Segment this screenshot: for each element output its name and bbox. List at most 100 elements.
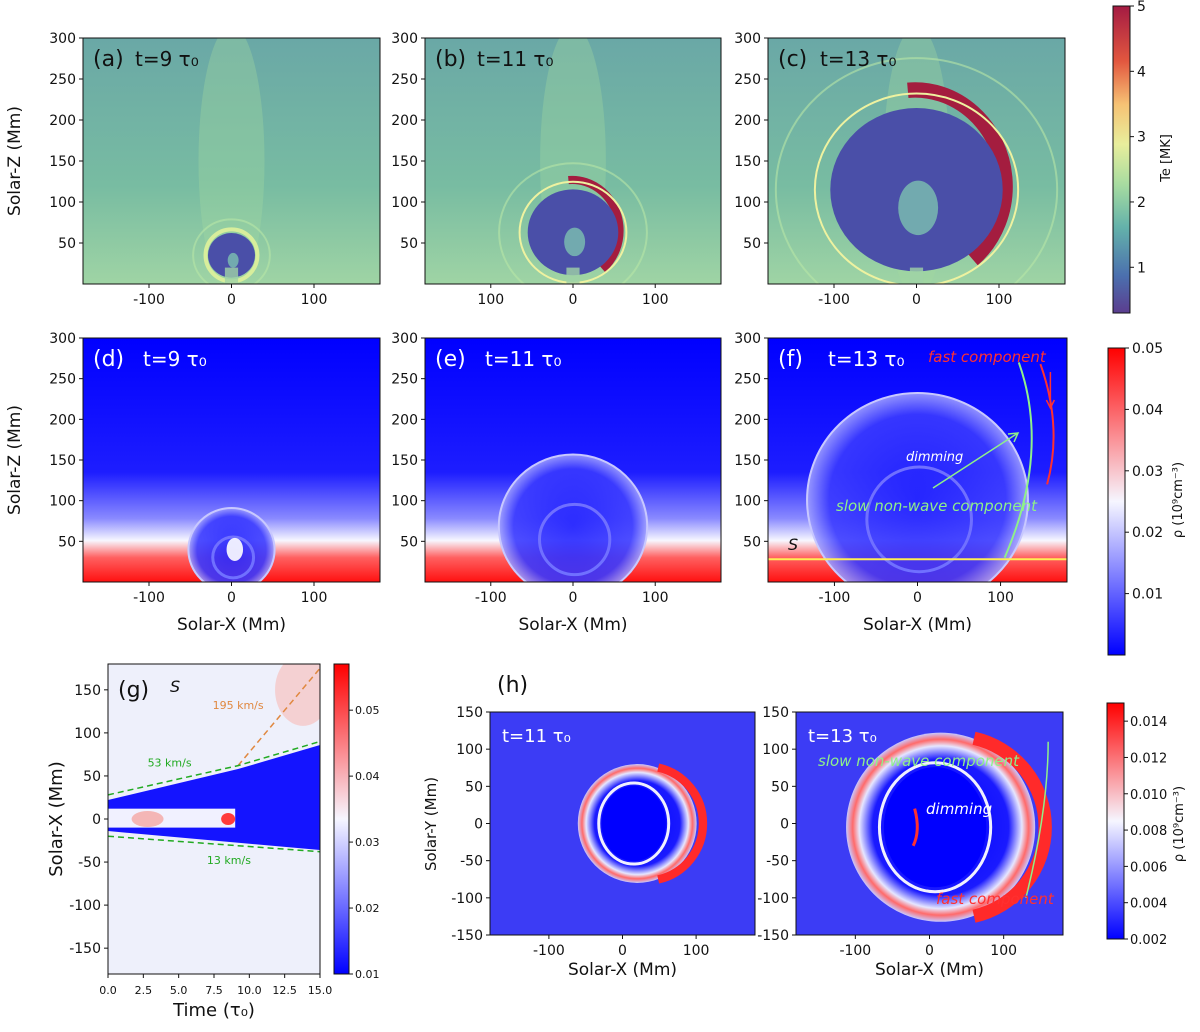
- te-colorbar: [1112, 5, 1131, 314]
- y-tick-label: -100: [451, 891, 483, 907]
- slow-arrowhead: [1007, 432, 1020, 443]
- y-tick-label: 50: [743, 236, 761, 252]
- cb-tick-label: 0.006: [1130, 860, 1167, 875]
- rho-colorbar: [1107, 347, 1126, 656]
- cb-tick-label: 4: [1137, 64, 1146, 80]
- dimming-core: [601, 785, 666, 862]
- cb-tick-label: 3: [1137, 130, 1146, 146]
- panel-time: t=9 τ₀: [143, 347, 207, 371]
- y-tick-label: -150: [451, 928, 483, 944]
- annotation-slow: slow non-wave component: [818, 752, 1020, 770]
- y-tick-label: 150: [762, 705, 789, 721]
- panel-label: (d): [93, 347, 124, 372]
- y-tick-label: 100: [391, 494, 418, 510]
- cb-tick-label: 0.03: [1132, 464, 1163, 480]
- bubble-front: [497, 453, 649, 582]
- hot-shell-edge: [813, 92, 1020, 284]
- y-tick-label: 200: [734, 113, 761, 129]
- core-filament: [911, 808, 919, 847]
- x-tick-label: 0: [618, 943, 627, 959]
- y-tick-label: 250: [391, 72, 418, 88]
- x-axis-label: Solar-X (Mm): [863, 615, 972, 635]
- panel-label: (c): [778, 47, 807, 72]
- panel-label: (a): [93, 47, 124, 72]
- slice-label: S: [170, 677, 180, 696]
- y-tick-label: 300: [391, 331, 418, 347]
- x-tick-label: 0: [912, 292, 921, 308]
- y-tick-label: 100: [49, 195, 76, 211]
- cavity-core: [564, 227, 586, 257]
- heatmap-clip: [83, 338, 380, 582]
- annotation-dimming: dimming: [906, 450, 963, 465]
- heatmap-clip: [490, 712, 755, 935]
- core-hot: [221, 813, 236, 825]
- y-tick-label: 100: [456, 742, 483, 758]
- y-tick-label: 100: [49, 494, 76, 510]
- cb-tick-label: 0.05: [355, 704, 380, 717]
- panel-label: (h): [497, 673, 528, 698]
- heatmap-clip: [425, 338, 721, 582]
- y-axis-label: Solar-Z (Mm): [5, 106, 25, 216]
- y-tick-label: -50: [460, 854, 483, 870]
- x-tick-label: 0: [569, 292, 578, 308]
- y-tick-label: 150: [391, 453, 418, 469]
- cb-tick-label: 0.02: [1132, 525, 1163, 541]
- x-tick-label: 10.0: [237, 984, 262, 997]
- heatmap-clip: [768, 38, 1065, 284]
- x-tick-label: -100: [133, 292, 165, 308]
- y-tick-label: 150: [734, 453, 761, 469]
- panel-time: t=13 τ₀: [820, 47, 896, 71]
- y-tick-label: 200: [49, 113, 76, 129]
- x-tick-label: 0: [569, 590, 578, 606]
- panel-label: (f): [778, 347, 803, 372]
- x-tick-label: 5.0: [170, 984, 188, 997]
- x-tick-label: 100: [642, 590, 669, 606]
- y-tick-label: 100: [734, 494, 761, 510]
- y-axis-label: Solar-Y (Mm): [422, 777, 440, 871]
- y-tick-label: 50: [771, 779, 789, 795]
- y-tick-label: 200: [391, 113, 418, 129]
- bubble-front: [187, 507, 276, 582]
- plasmoid: [226, 537, 244, 562]
- y-tick-label: 150: [734, 154, 761, 170]
- cb-tick-label: 0.03: [355, 836, 380, 849]
- fit-label: 53 km/s: [148, 756, 192, 769]
- cb-tick-label: 5: [1137, 0, 1146, 15]
- y-tick-label: 150: [49, 453, 76, 469]
- shock-halo: [774, 57, 1059, 284]
- y-tick-label: -150: [69, 941, 101, 957]
- x-tick-label: 100: [477, 292, 504, 308]
- slow-front: [1003, 362, 1033, 558]
- shock-halo: [498, 162, 648, 284]
- cb-tick-label: 0.004: [1130, 897, 1167, 912]
- fast-front: [1039, 363, 1055, 485]
- inner-loop: [537, 502, 612, 577]
- cb-tick-label: 0.014: [1130, 715, 1167, 730]
- heatmap-clip: [768, 338, 1067, 582]
- y-tick-label: 50: [58, 236, 76, 252]
- x-axis-label: Solar-X (Mm): [518, 615, 627, 635]
- inner-loop: [865, 465, 973, 574]
- heatmap-clip: [425, 38, 721, 284]
- x-tick-label: 12.5: [272, 984, 297, 997]
- annotation-fast: fast component: [928, 348, 1047, 366]
- x-tick-label: 100: [986, 292, 1013, 308]
- annotation-fast: fast component: [936, 890, 1055, 908]
- cb-tick-label: 0.01: [1132, 587, 1163, 603]
- y-axis-label: Solar-X (Mm): [46, 761, 67, 876]
- y-tick-label: 200: [391, 412, 418, 428]
- fit-line: [237, 667, 320, 767]
- panel-label: (b): [435, 47, 466, 72]
- fit-line: [108, 835, 320, 853]
- x-tick-label: 0: [913, 590, 922, 606]
- cb-label: Te [MK]: [1159, 134, 1174, 183]
- x-tick-label: 0.0: [99, 984, 117, 997]
- y-tick-label: -50: [766, 854, 789, 870]
- heatmap-clip: [108, 664, 320, 974]
- panel-time: t=13 τ₀: [828, 347, 904, 371]
- y-tick-label: 50: [465, 779, 483, 795]
- y-tick-label: 200: [49, 412, 76, 428]
- y-tick-label: 300: [49, 31, 76, 47]
- cb-tick-label: 0.04: [355, 770, 380, 783]
- panel-time: t=13 τ₀: [808, 726, 877, 747]
